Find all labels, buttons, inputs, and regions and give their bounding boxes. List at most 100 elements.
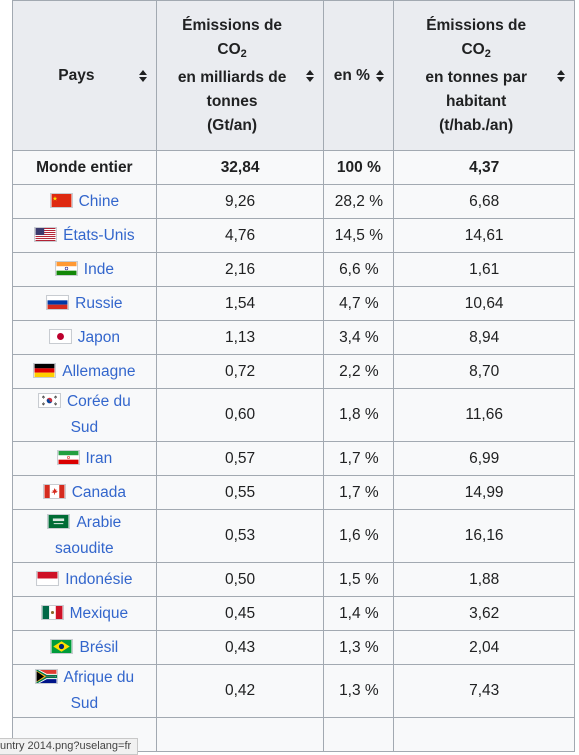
percent-cell: 1,3 % [323, 664, 395, 718]
table-row: Indonésie 0,50 1,5 % 1,88 [12, 562, 575, 597]
table-row: Arabie saoudite 0,53 1,6 % 16,16 [12, 509, 575, 563]
per-capita-cell: 16,16 [393, 509, 575, 563]
empty-cell [323, 717, 395, 752]
per-capita-cell: 11,66 [393, 388, 575, 442]
country-inner: Arabie saoudite [32, 510, 136, 562]
percent-cell: 1,8 % [323, 388, 395, 442]
south-korea-flag-icon [37, 393, 61, 408]
per-capita-cell: 14,61 [393, 218, 575, 253]
header-emissions-gt[interactable]: Émissions de CO2 en milliards de tonnes … [155, 0, 325, 151]
header-emissions-gt-label: Émissions de CO2 en milliards de tonnes … [165, 14, 300, 138]
country-inner: Allemagne [33, 359, 135, 385]
sort-icon[interactable] [375, 69, 385, 83]
table-row: Inde 2,16 6,6 % 1,61 [12, 252, 575, 287]
per-capita-cell: 7,43 [393, 664, 575, 718]
country-inner: Inde [54, 257, 114, 283]
country-link[interactable]: Russie [75, 294, 123, 312]
country-cell: Russie [12, 286, 157, 321]
table-row: Afrique du Sud 0,42 1,3 % 7,43 [12, 664, 575, 718]
table-row: Iran 0,57 1,7 % 6,99 [12, 441, 575, 476]
emissions-gt-cell: 0,55 [155, 475, 325, 510]
country-link[interactable]: Iran [85, 449, 113, 467]
emissions-gt-cell: 9,26 [155, 184, 325, 219]
table-row: Corée du Sud 0,60 1,8 % 11,66 [12, 388, 575, 442]
emissions-gt-cell: 0,60 [155, 388, 325, 442]
country-link[interactable]: Indonésie [65, 570, 133, 588]
country-link[interactable]: Canada [71, 483, 127, 501]
emissions-gt-cell: 0,50 [155, 562, 325, 597]
header-emissions-pc-line1: Émissions de [426, 16, 527, 34]
table-row: Japon 1,13 3,4 % 8,94 [12, 320, 575, 355]
header-emissions-gt-rest: en milliards de tonnes [177, 68, 287, 110]
country-cell: Mexique [12, 596, 157, 631]
india-flag-icon [54, 260, 78, 276]
percent-cell: 1,4 % [323, 596, 395, 631]
country-link[interactable]: Arabie saoudite [55, 514, 122, 557]
country-link[interactable]: Corée du Sud [66, 393, 131, 436]
country-cell: États-Unis [12, 218, 157, 253]
emissions-gt-cell: 0,57 [155, 441, 325, 476]
country-link[interactable]: Afrique du Sud [63, 669, 135, 712]
per-capita-cell: 10,64 [393, 286, 575, 321]
header-emissions-pc-rest: en tonnes par habitant [425, 68, 527, 110]
world-per-capita: 4,37 [393, 150, 575, 185]
country-inner: Mexique [40, 601, 129, 627]
country-link[interactable]: Mexique [69, 604, 129, 622]
empty-cell [393, 717, 575, 752]
table-row: Russie 1,54 4,7 % 10,64 [12, 286, 575, 321]
per-capita-cell: 6,99 [393, 441, 575, 476]
emissions-gt-cell: 1,13 [155, 320, 325, 355]
emissions-gt-cell: 0,53 [155, 509, 325, 563]
country-link[interactable]: Inde [83, 260, 114, 278]
emissions-gt-cell: 2,16 [155, 252, 325, 287]
per-capita-cell: 2,04 [393, 630, 575, 665]
country-cell: Japon [12, 320, 157, 355]
table-row: Allemagne 0,72 2,2 % 8,70 [12, 354, 575, 389]
usa-flag-icon [34, 226, 58, 242]
header-emissions-per-capita[interactable]: Émissions de CO2 en tonnes par habitant … [393, 0, 575, 151]
country-cell: Arabie saoudite [12, 509, 157, 563]
per-capita-cell: 3,62 [393, 596, 575, 631]
header-percent[interactable]: en % [323, 0, 395, 151]
japan-flag-icon [48, 328, 72, 344]
world-gt: 32,84 [155, 150, 325, 185]
country-link[interactable]: Allemagne [62, 362, 136, 380]
status-tooltip: untry 2014.png?uselang=fr [0, 738, 139, 755]
header-row: Pays Émissions de CO2 en milliards de to… [12, 0, 575, 151]
percent-cell: 1,7 % [323, 441, 395, 476]
emissions-gt-cell: 0,45 [155, 596, 325, 631]
header-emissions-pc-label: Émissions de CO2 en tonnes par habitant … [402, 14, 550, 138]
percent-cell: 1,5 % [323, 562, 395, 597]
country-link[interactable]: États-Unis [63, 226, 135, 244]
table-row: Brésil 0,43 1,3 % 2,04 [12, 630, 575, 665]
country-inner: Afrique du Sud [32, 665, 136, 717]
country-cell: Brésil [12, 630, 157, 665]
canada-flag-icon [42, 483, 66, 499]
empty-cell [155, 717, 325, 752]
country-inner: Japon [48, 325, 120, 351]
country-cell: Afrique du Sud [12, 664, 157, 718]
per-capita-cell: 8,94 [393, 320, 575, 355]
country-link[interactable]: Japon [77, 328, 120, 346]
country-inner: Corée du Sud [32, 389, 136, 441]
country-link[interactable]: Brésil [79, 638, 119, 656]
country-cell: Allemagne [12, 354, 157, 389]
sort-icon[interactable] [305, 69, 315, 83]
header-emissions-pc-co: CO [461, 40, 485, 58]
header-emissions-pc-sub: 2 [484, 47, 491, 60]
sort-icon[interactable] [138, 69, 148, 83]
header-emissions-gt-sub: 2 [240, 47, 247, 60]
country-cell: Chine [12, 184, 157, 219]
percent-cell: 4,7 % [323, 286, 395, 321]
percent-cell: 3,4 % [323, 320, 395, 355]
table-row: Mexique 0,45 1,4 % 3,62 [12, 596, 575, 631]
percent-cell: 2,2 % [323, 354, 395, 389]
country-inner: Iran [56, 446, 113, 472]
header-pays[interactable]: Pays [12, 0, 157, 151]
header-emissions-gt-line1: Émissions de [182, 16, 283, 34]
sort-icon[interactable] [556, 69, 566, 83]
percent-cell: 14,5 % [323, 218, 395, 253]
country-link[interactable]: Chine [78, 192, 120, 210]
country-cell: Corée du Sud [12, 388, 157, 442]
table-row: États-Unis 4,76 14,5 % 14,61 [12, 218, 575, 253]
